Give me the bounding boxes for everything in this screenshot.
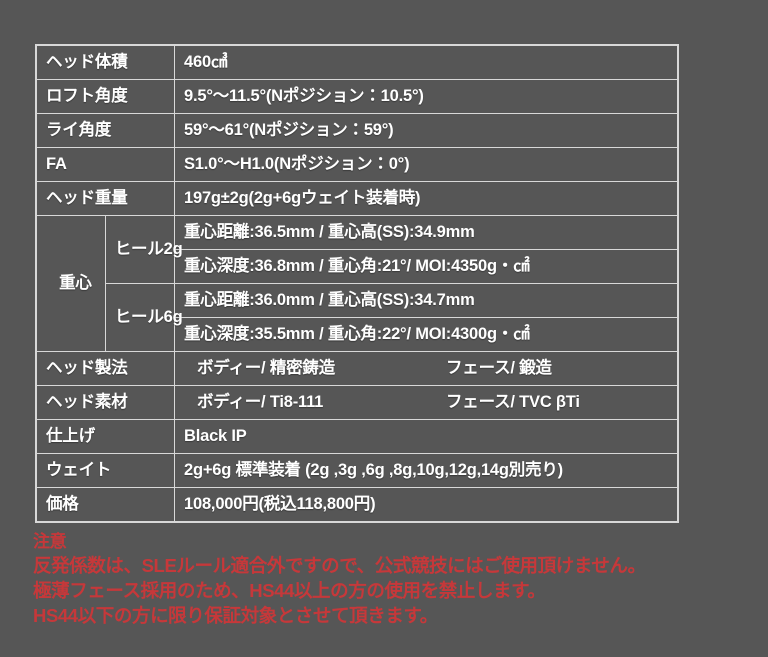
table-row: 重心 ヒール2g 重心距離:36.5mm / 重心高(SS):34.9mm	[35, 215, 679, 352]
table-row: 価格 108,000円(税込118,800円)	[35, 487, 679, 523]
row-label-price: 価格	[35, 487, 175, 523]
row-value-head-volume: 460㎤	[174, 44, 679, 80]
row-value-fa: S1.0°〜H1.0(Nポジション：0°)	[174, 147, 679, 182]
table-row: ウェイト 2g+6g 標準装着 (2g ,3g ,6g ,8g,10g,12g,…	[35, 453, 679, 488]
table-row: ヘッド体積 460㎤	[35, 44, 679, 80]
spec-table: ヘッド体積 460㎤ ロフト角度 9.5°〜11.5°(Nポジション：10.5°…	[35, 44, 679, 523]
row-value-head-weight: 197g±2g(2g+6gウェイト装着時)	[174, 181, 679, 216]
row-label-head-material: ヘッド素材	[35, 385, 175, 420]
row-value-finish: Black IP	[174, 419, 679, 454]
table-row: ヘッド製法 ボディー/ 精密鋳造 フェース/ 鍛造	[35, 351, 679, 386]
row-label-loft-angle: ロフト角度	[35, 79, 175, 114]
spec-table-body: ヘッド体積 460㎤ ロフト角度 9.5°〜11.5°(Nポジション：10.5°…	[35, 44, 679, 523]
row-value-cg-2g-distance: 重心距離:36.5mm / 重心高(SS):34.9mm	[174, 215, 679, 250]
row-value-loft-angle: 9.5°〜11.5°(Nポジション：10.5°)	[174, 79, 679, 114]
row-value-cg-6g-depth: 重心深度:35.5mm / 重心角:22°/ MOI:4300g・㎠	[174, 317, 679, 352]
notice-line-2: 極薄フェース採用のため、HS44以上の方の使用を禁止します。	[33, 580, 546, 601]
table-row: FA S1.0°〜H1.0(Nポジション：0°)	[35, 147, 679, 182]
notice-heading: 注意	[33, 532, 67, 551]
row-value-head-construction: ボディー/ 精密鋳造 フェース/ 鍛造	[174, 351, 679, 386]
dual-value-wrapper: ボディー/ 精密鋳造 フェース/ 鍛造	[184, 360, 677, 377]
row-label-center-of-gravity: 重心	[35, 215, 106, 352]
row-label-head-construction: ヘッド製法	[35, 351, 175, 386]
construction-body: ボディー/ 精密鋳造	[197, 359, 336, 378]
construction-face: フェース/ 鍛造	[446, 359, 552, 378]
row-label-lie-angle: ライ角度	[35, 113, 175, 148]
notice-line-1: 反発係数は、SLEルール適合外ですので、公式競技にはご使用頂けません。	[33, 555, 646, 576]
notice-block: 注意 反発係数は、SLEルール適合外ですので、公式競技にはご使用頂けません。 極…	[33, 531, 753, 628]
dual-value-wrapper: ボディー/ Ti8-111 フェース/ TVC βTi	[184, 394, 677, 411]
row-sublabel-heel-2g: ヒール2g	[104, 215, 183, 284]
table-row: ヘッド素材 ボディー/ Ti8-111 フェース/ TVC βTi	[35, 385, 679, 420]
row-label-head-volume: ヘッド体積	[35, 44, 175, 80]
table-row: 重心深度:36.8mm / 重心角:21°/ MOI:4350g・㎠	[36, 249, 679, 284]
row-value-price: 108,000円(税込118,800円)	[174, 487, 679, 523]
row-value-cg-2g-depth: 重心深度:36.8mm / 重心角:21°/ MOI:4350g・㎠	[174, 249, 679, 284]
table-row: ヘッド重量 197g±2g(2g+6gウェイト装着時)	[35, 181, 679, 216]
table-row: 重心深度:35.5mm / 重心角:22°/ MOI:4300g・㎠	[36, 317, 679, 352]
notice-line-3: HS44以下の方に限り保証対象とさせて頂きます。	[33, 605, 438, 626]
row-value-weight: 2g+6g 標準装着 (2g ,3g ,6g ,8g,10g,12g,14g別売…	[174, 453, 679, 488]
row-value-cg-6g-distance: 重心距離:36.0mm / 重心高(SS):34.7mm	[174, 283, 679, 318]
row-label-finish: 仕上げ	[35, 419, 175, 454]
table-row: ライ角度 59°〜61°(Nポジション：59°)	[35, 113, 679, 148]
table-row: 仕上げ Black IP	[35, 419, 679, 454]
material-face: フェース/ TVC βTi	[446, 393, 580, 412]
row-label-head-weight: ヘッド重量	[35, 181, 175, 216]
material-body: ボディー/ Ti8-111	[197, 393, 324, 412]
table-row: ヒール6g 重心距離:36.0mm / 重心高(SS):34.7mm	[36, 283, 679, 352]
spec-table-container: ヘッド体積 460㎤ ロフト角度 9.5°〜11.5°(Nポジション：10.5°…	[35, 44, 679, 523]
row-value-lie-angle: 59°〜61°(Nポジション：59°)	[174, 113, 679, 148]
row-label-fa: FA	[35, 147, 175, 182]
row-sublabel-heel-6g: ヒール6g	[104, 283, 183, 352]
table-row: ロフト角度 9.5°〜11.5°(Nポジション：10.5°)	[35, 79, 679, 114]
row-value-head-material: ボディー/ Ti8-111 フェース/ TVC βTi	[174, 385, 679, 420]
row-label-weight: ウェイト	[35, 453, 175, 488]
